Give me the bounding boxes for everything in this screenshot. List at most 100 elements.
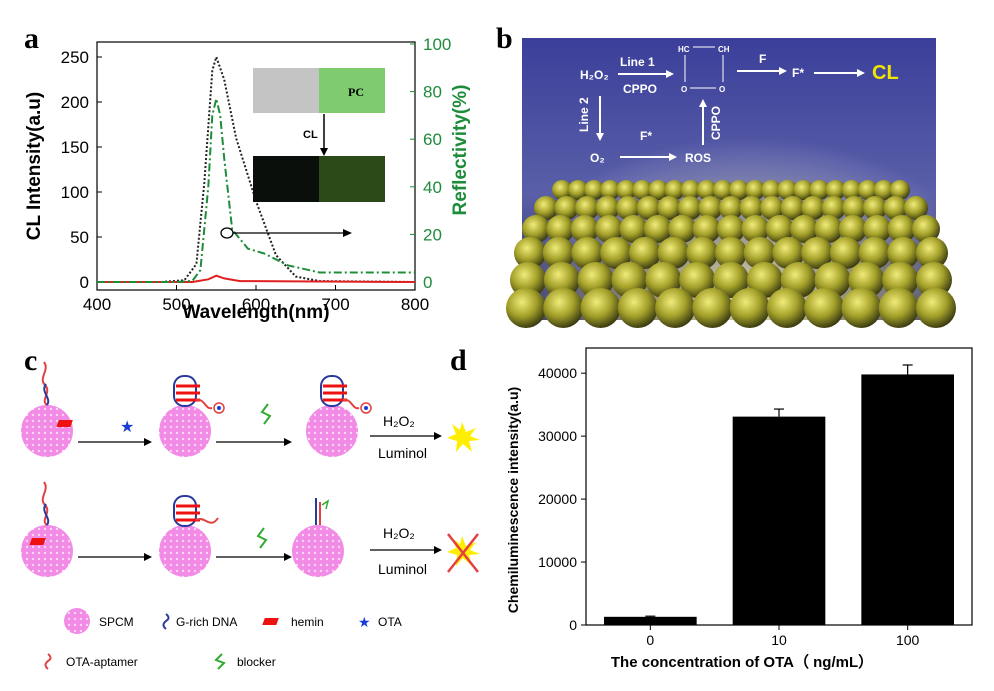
y-tick-label-d: 40000 [538, 365, 577, 381]
blocker-bound [321, 499, 330, 510]
line1-arrow-head [666, 70, 674, 78]
chart-d: 0 10000 20000 30000 40000 0 10 100 The concent… [505, 347, 973, 671]
legend-grich-icon [162, 613, 170, 630]
sphere [729, 180, 750, 200]
sphere [804, 288, 845, 328]
x-tick-label-a: 700 [321, 295, 349, 314]
cppo-label: CPPO [623, 82, 657, 96]
ros-label: ROS [685, 151, 711, 165]
sphere [686, 237, 719, 269]
blocker-symbol [256, 527, 268, 549]
grich-strand [43, 503, 50, 526]
o-label-1: O [681, 85, 687, 94]
sphere [543, 288, 584, 328]
sphere [657, 196, 682, 220]
sphere [571, 237, 604, 269]
sphere [841, 180, 862, 200]
sphere [715, 237, 747, 269]
y-tick-label-a: 250 [61, 48, 89, 67]
series-line-dash-dot [97, 98, 415, 283]
o-label-2: O [719, 85, 725, 94]
sphere [825, 180, 846, 200]
x-tick-label-d: 0 [646, 632, 654, 648]
sphere [636, 196, 661, 220]
x-tick-label-d: 100 [896, 632, 920, 648]
cl-label: CL [872, 62, 899, 84]
sphere [821, 196, 846, 220]
sphere [741, 215, 770, 243]
sphere [801, 237, 834, 269]
spcm-sphere [306, 405, 358, 457]
spcm-sphere [21, 405, 73, 457]
sphere [698, 196, 723, 220]
sphere [643, 215, 672, 243]
row-top: ★ H₂O₂ Luminol [21, 361, 480, 461]
y-right-tick-label-a: 0 [423, 273, 432, 292]
luminol-bottom: Luminol [378, 561, 427, 577]
sphere [514, 237, 546, 269]
sphere [600, 237, 633, 269]
sphere [765, 215, 794, 243]
sphere [729, 288, 770, 328]
sphere [655, 288, 696, 328]
schematic-b: H₂O₂ Line 1 CPPO HC CH O O F F* CL Line … [506, 38, 956, 328]
sphere [829, 237, 862, 269]
sphere [912, 215, 940, 243]
sphere [916, 262, 952, 298]
sphere [777, 180, 798, 200]
sphere [842, 196, 867, 220]
legend-c: SPCM G-rich DNA hemin ★ OTA OTA-aptamer … [44, 608, 402, 670]
legend-aptamer: OTA-aptamer [66, 655, 138, 669]
inset-photo-bottom-right [319, 156, 385, 202]
sphere [575, 196, 600, 220]
sphere [717, 215, 745, 243]
sphere [863, 215, 892, 243]
f-arrow-head [779, 67, 787, 75]
sphere [857, 180, 878, 200]
sphere [543, 262, 580, 298]
h2o2-top: H₂O₂ [383, 413, 415, 429]
x-tick-label-a: 400 [83, 295, 111, 314]
inset-cl-label: CL [303, 129, 318, 141]
sphere [743, 237, 776, 269]
inset-arrow-head [320, 148, 328, 156]
sphere [713, 262, 749, 298]
sphere [580, 288, 621, 328]
sphere [793, 180, 814, 200]
bar [732, 416, 826, 625]
sphere [619, 215, 648, 243]
arrow-6-head [434, 546, 442, 554]
y-tick-label-d: 20000 [538, 491, 577, 507]
panel-c: c ★ [0, 340, 482, 691]
sphere [873, 180, 894, 200]
sphere [814, 215, 843, 243]
y-right-tick-label-a: 20 [423, 225, 442, 244]
h2o2-label: H₂O₂ [580, 68, 609, 82]
g-quadruplex [173, 375, 197, 407]
legend-ota: OTA [378, 615, 402, 629]
y-tick-label-d: 10000 [538, 554, 577, 570]
sphere [916, 237, 948, 269]
sphere [510, 262, 546, 298]
sphere [632, 180, 653, 200]
line2-arrow-head [596, 133, 604, 141]
arrow-3-head [434, 432, 442, 440]
bar [604, 616, 697, 625]
cppo2-arrow-head [699, 99, 707, 107]
aptamer-strand [342, 398, 360, 410]
spcm-sphere [159, 525, 211, 577]
legend-grich: G-rich DNA [176, 615, 237, 629]
sphere [648, 180, 669, 200]
sphere [568, 180, 589, 200]
sphere-array [506, 180, 956, 328]
legend-blocker-icon [214, 653, 226, 670]
panel-b: b H₂O₂ Line 1 [480, 0, 994, 330]
hemin-symbol [29, 538, 46, 545]
panel-label-b: b [496, 22, 513, 55]
y-right-tick-label-a: 80 [423, 83, 442, 102]
x-tick-label-a: 600 [242, 295, 270, 314]
inset-photo-top-right [319, 68, 385, 113]
sphere [506, 288, 546, 328]
hemin-symbol [56, 420, 73, 427]
sphere [790, 215, 819, 243]
